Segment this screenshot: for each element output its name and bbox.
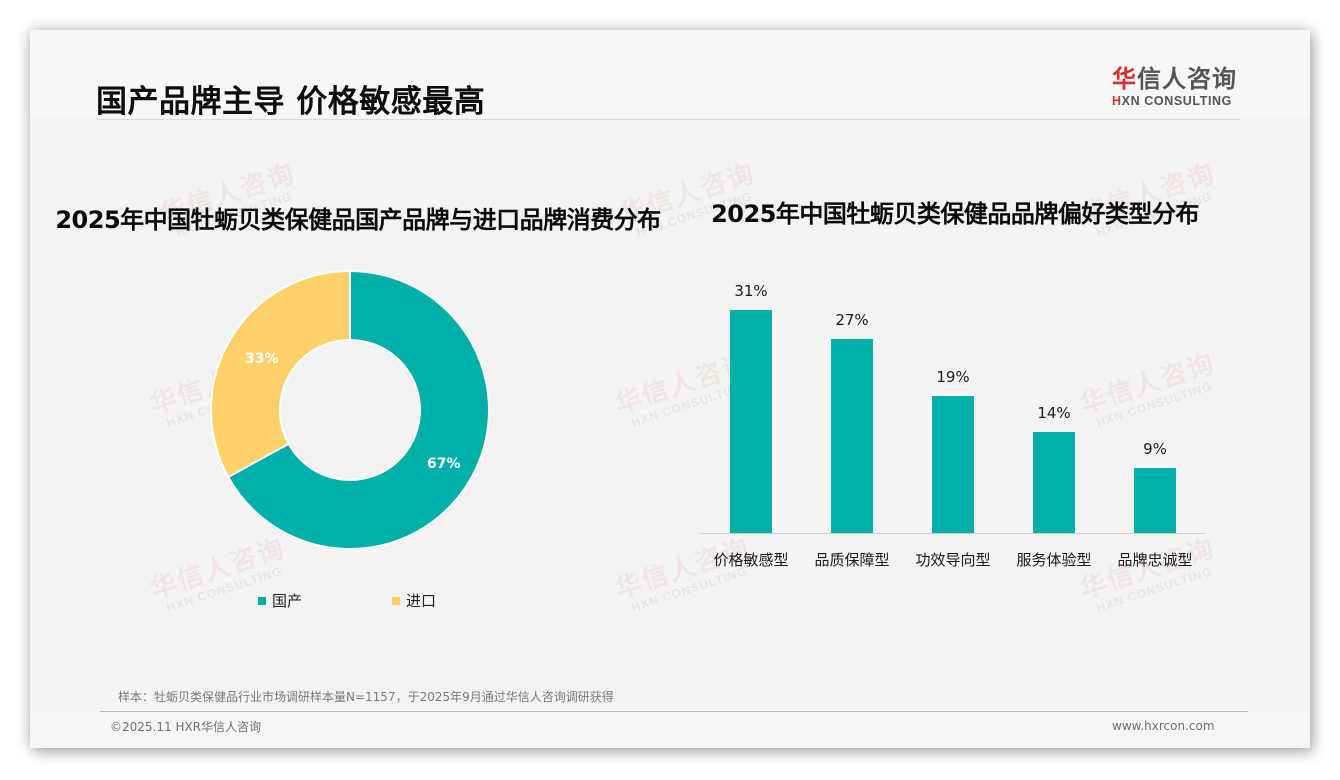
- slide: 国产品牌主导 价格敏感最高 华信人咨询 HXN CONSULTING 华信人咨询…: [30, 30, 1310, 748]
- logo-chinese-rest: 信人咨询: [1137, 65, 1237, 93]
- donut-label-domestic: 67%: [427, 456, 461, 472]
- legend-label: 进口: [406, 593, 437, 610]
- sample-note: 样本：牡蛎贝类保健品行业市场调研样本量N=1157，于2025年9月通过华信人咨…: [118, 690, 614, 704]
- page-title: 国产品牌主导 价格敏感最高: [96, 84, 486, 120]
- bar-category-label: 功效导向型: [915, 551, 991, 569]
- legend-swatch-teal-icon: [258, 596, 266, 605]
- bar-value-label: 9%: [1143, 440, 1167, 458]
- legend-label: 国产: [272, 593, 303, 610]
- bar-chart-title: 2025年中国牡蛎贝类保健品品牌偏好类型分布: [711, 200, 1199, 228]
- footer-band: [30, 712, 1310, 748]
- donut-chart-title: 2025年中国牡蛎贝类保健品国产品牌与进口品牌消费分布: [55, 206, 661, 234]
- copyright-text: ©2025.11 HXR华信人咨询: [110, 720, 262, 734]
- logo-english: HXN CONSULTING: [1112, 94, 1242, 108]
- bar-value-label: 14%: [1037, 404, 1071, 422]
- bar: [1134, 468, 1176, 533]
- bar-category-label: 品牌忠诚型: [1117, 551, 1193, 569]
- bar-category-label: 价格敏感型: [713, 551, 789, 569]
- bar-value-label: 31%: [734, 282, 768, 300]
- legend-item-imported: 进口: [392, 590, 436, 611]
- donut-label-imported: 33%: [245, 351, 279, 367]
- header-band: [30, 30, 1310, 118]
- bar: [831, 339, 873, 533]
- bar: [1033, 432, 1075, 533]
- footer-divider: [100, 711, 1248, 712]
- donut-svg: [210, 269, 490, 550]
- donut-chart: 67% 33%: [210, 269, 490, 550]
- logo-mark-icon: H: [1112, 94, 1122, 108]
- legend-item-domestic: 国产: [258, 590, 302, 611]
- bar-category-label: 品质保障型: [814, 551, 890, 569]
- website-link: www.hxrcon.com: [1112, 719, 1215, 733]
- bar: [932, 396, 974, 533]
- legend-swatch-yellow-icon: [392, 596, 400, 605]
- logo-chinese: 华信人咨询: [1112, 64, 1242, 94]
- logo-english-rest: XN CONSULTING: [1121, 94, 1232, 108]
- bar-chart: 31% 价格敏感型 27% 品质保障型 19% 功效导向型 14% 服务体验型 9% 品牌忠诚型: [700, 280, 1210, 580]
- title-divider: [96, 119, 1240, 120]
- bar-value-label: 27%: [835, 311, 869, 329]
- donut-slice-imported: [210, 269, 351, 479]
- donut-slice-domestic: [226, 269, 490, 550]
- bar-category-label: 服务体验型: [1016, 551, 1092, 569]
- bar: [730, 310, 772, 533]
- logo-accent-char: 华: [1112, 65, 1137, 93]
- x-axis-line: [700, 533, 1205, 534]
- bar-value-label: 19%: [936, 368, 970, 386]
- brand-logo: 华信人咨询 HXN CONSULTING: [1112, 64, 1242, 108]
